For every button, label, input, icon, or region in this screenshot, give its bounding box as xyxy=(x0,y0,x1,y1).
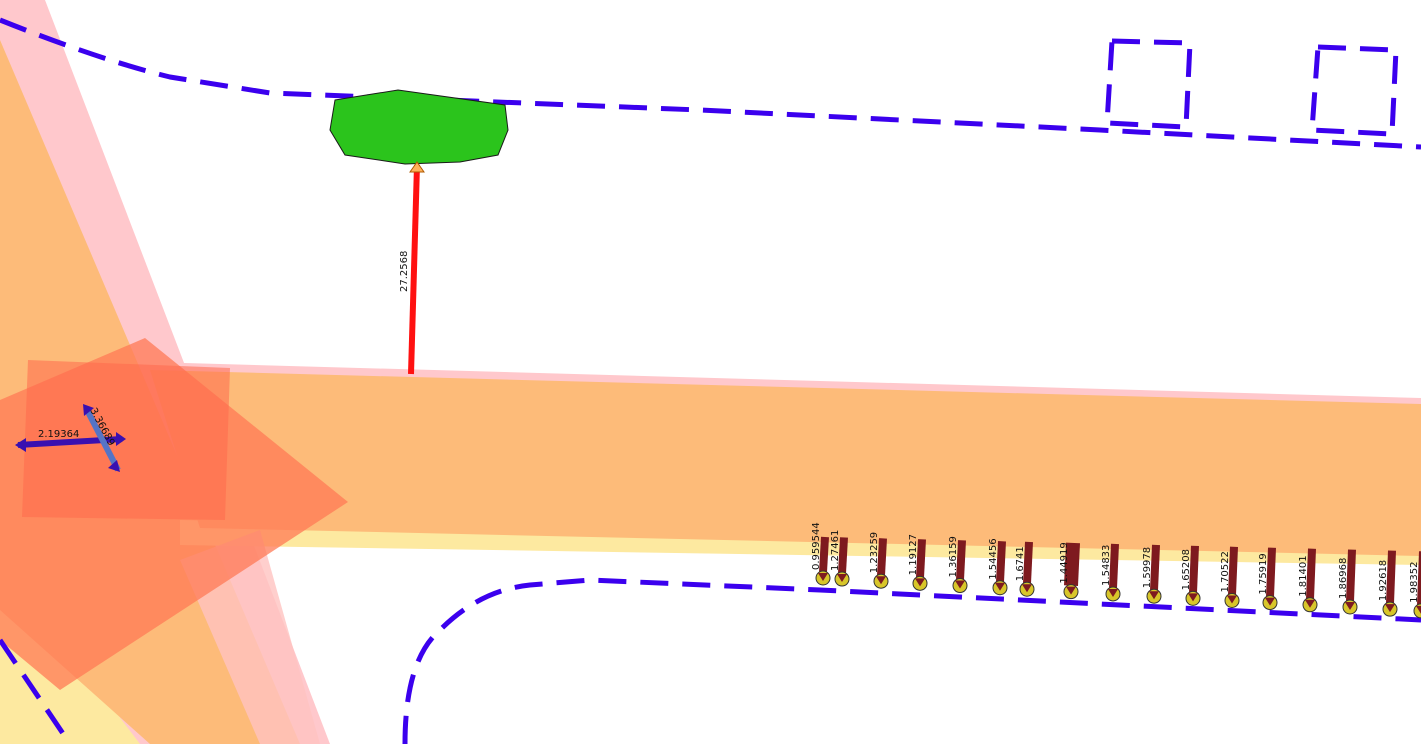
curb-arrow-label: 1.36159 xyxy=(948,536,959,577)
vertical-measure-line xyxy=(408,164,420,375)
curb-arrow-shaft xyxy=(996,541,1006,582)
curb-arrow-label: 1.70522 xyxy=(1220,551,1231,592)
curb-arrow-label: 1.19127 xyxy=(908,534,919,575)
curb-arrow-head xyxy=(1305,599,1315,608)
curb-arrow-head xyxy=(915,578,925,587)
curb-arrow-label: 1.23259 xyxy=(869,532,880,573)
curb-arrow[interactable]: 1.92618 xyxy=(1378,550,1398,617)
diagonal-measure-line xyxy=(83,406,121,472)
curb-arrow-shaft xyxy=(956,540,966,580)
horizontal-measure-label: 2.19364 xyxy=(38,429,79,440)
curb-arrow-label: 1.44919 xyxy=(1059,542,1070,583)
curb-arrow-label: 1.59978 xyxy=(1142,547,1153,588)
curb-arrow[interactable]: 1.86968 xyxy=(1338,549,1358,615)
dashed-boundaries xyxy=(0,17,1421,744)
curb-arrow-shaft xyxy=(1109,543,1119,589)
top-boundary-line xyxy=(0,17,1421,150)
curb-arrow[interactable]: 1.70522 xyxy=(1220,546,1240,608)
curb-arrow-label: 1.27461 xyxy=(830,530,841,571)
curb-arrow[interactable]: 1.44919 xyxy=(1059,542,1080,600)
curb-arrow-shaft xyxy=(1306,548,1316,599)
curb-arrow-head xyxy=(837,574,847,583)
curb-arrow-head xyxy=(876,576,886,585)
curb-arrow-label: 1.75919 xyxy=(1258,553,1269,594)
curb-arrow-shaft xyxy=(877,538,887,576)
curb-arrow-head xyxy=(955,580,965,589)
curb-arrow-label: 1.81401 xyxy=(1298,555,1309,596)
curb-arrow-head xyxy=(1265,597,1275,606)
curb-arrow-head xyxy=(1227,595,1237,604)
curb-arrow-head xyxy=(1108,588,1118,597)
curb-arrow-label: 1.65208 xyxy=(1181,549,1192,590)
curb-arrow-shaft xyxy=(1386,550,1396,604)
curb-arrow-head xyxy=(818,573,828,581)
curb-arrows[interactable]: 0.959544 1.27461 1.23259 1.19127 1.36159 1.54… xyxy=(811,522,1421,619)
curb-arrow[interactable]: 1.98352 xyxy=(1409,551,1421,619)
vertical-measure-label: 27.2568 xyxy=(399,251,410,292)
curb-arrow-head xyxy=(1022,584,1032,593)
curb-arrow[interactable]: 1.23259 xyxy=(869,532,889,589)
curb-arrow-head xyxy=(995,582,1005,591)
curb-arrow-shaft xyxy=(916,539,926,578)
curb-arrow[interactable]: 1.81401 xyxy=(1298,548,1318,613)
curb-arrow[interactable]: 1.54456 xyxy=(988,538,1008,596)
horizontal-measure-start-arrow xyxy=(15,438,26,452)
curb-arrow-head xyxy=(1385,604,1395,613)
curb-arrow[interactable]: 1.27461 xyxy=(830,530,850,587)
curb-arrow-head xyxy=(1188,593,1198,602)
bottom-curb-line xyxy=(402,577,1421,744)
lower-left-boundary xyxy=(0,638,73,744)
curb-arrow-shaft xyxy=(1150,544,1160,591)
curb-arrow-shaft xyxy=(819,536,829,573)
curb-arrow-shaft xyxy=(1266,547,1276,597)
curb-arrow-head xyxy=(1066,586,1076,595)
curb-arrow-shaft xyxy=(838,537,848,574)
curb-arrow-shaft xyxy=(1346,549,1356,602)
curb-arrow[interactable]: 1.6741 xyxy=(1015,541,1035,597)
curb-arrow-shaft xyxy=(1023,541,1033,584)
curb-arrow[interactable]: 1.54833 xyxy=(1101,543,1121,602)
intersection-highlight xyxy=(0,338,348,690)
curb-arrow-head xyxy=(1416,605,1421,614)
curb-arrow-label: 1.6741 xyxy=(1015,546,1026,581)
horizontal-road-orange-band xyxy=(150,370,1421,556)
curb-arrow-label: 1.98352 xyxy=(1409,562,1420,603)
curb-arrow-shaft xyxy=(1064,542,1080,586)
curb-arrow-head xyxy=(1345,601,1355,610)
tree-canopy[interactable] xyxy=(329,89,509,165)
curb-arrow-label: 1.54833 xyxy=(1101,545,1112,586)
curb-arrow[interactable]: 1.59978 xyxy=(1142,544,1162,604)
inner-highlight-rect xyxy=(22,360,230,520)
curb-arrow-shaft xyxy=(1228,546,1238,595)
curb-arrow[interactable]: 0.959544 xyxy=(811,522,831,586)
curb-arrow[interactable]: 1.19127 xyxy=(908,534,928,591)
horizontal-measure-end-arrow xyxy=(116,432,126,446)
curb-arrow-head xyxy=(1149,591,1159,600)
curb-arrow[interactable]: 1.65208 xyxy=(1181,545,1201,606)
curb-arrow[interactable]: 1.75919 xyxy=(1258,547,1278,611)
diagonal-measure-end-arrow xyxy=(108,460,120,472)
building-outline-2 xyxy=(1309,44,1399,137)
building-outline-1 xyxy=(1104,38,1193,130)
vertical-measurement[interactable]: 27.2568 xyxy=(399,161,425,375)
curb-arrow-shaft xyxy=(1189,545,1199,593)
horizontal-road xyxy=(150,362,1421,744)
curb-arrow-label: 1.54456 xyxy=(988,538,999,579)
curb-arrow[interactable]: 1.36159 xyxy=(948,536,968,594)
vertical-measure-start-marker xyxy=(409,161,425,173)
curb-arrow-label: 0.959544 xyxy=(811,522,822,570)
diagonal-measure-start-arrow xyxy=(83,404,94,416)
curb-arrow-label: 1.86968 xyxy=(1338,558,1349,599)
curb-arrow-label: 1.92618 xyxy=(1378,560,1389,601)
